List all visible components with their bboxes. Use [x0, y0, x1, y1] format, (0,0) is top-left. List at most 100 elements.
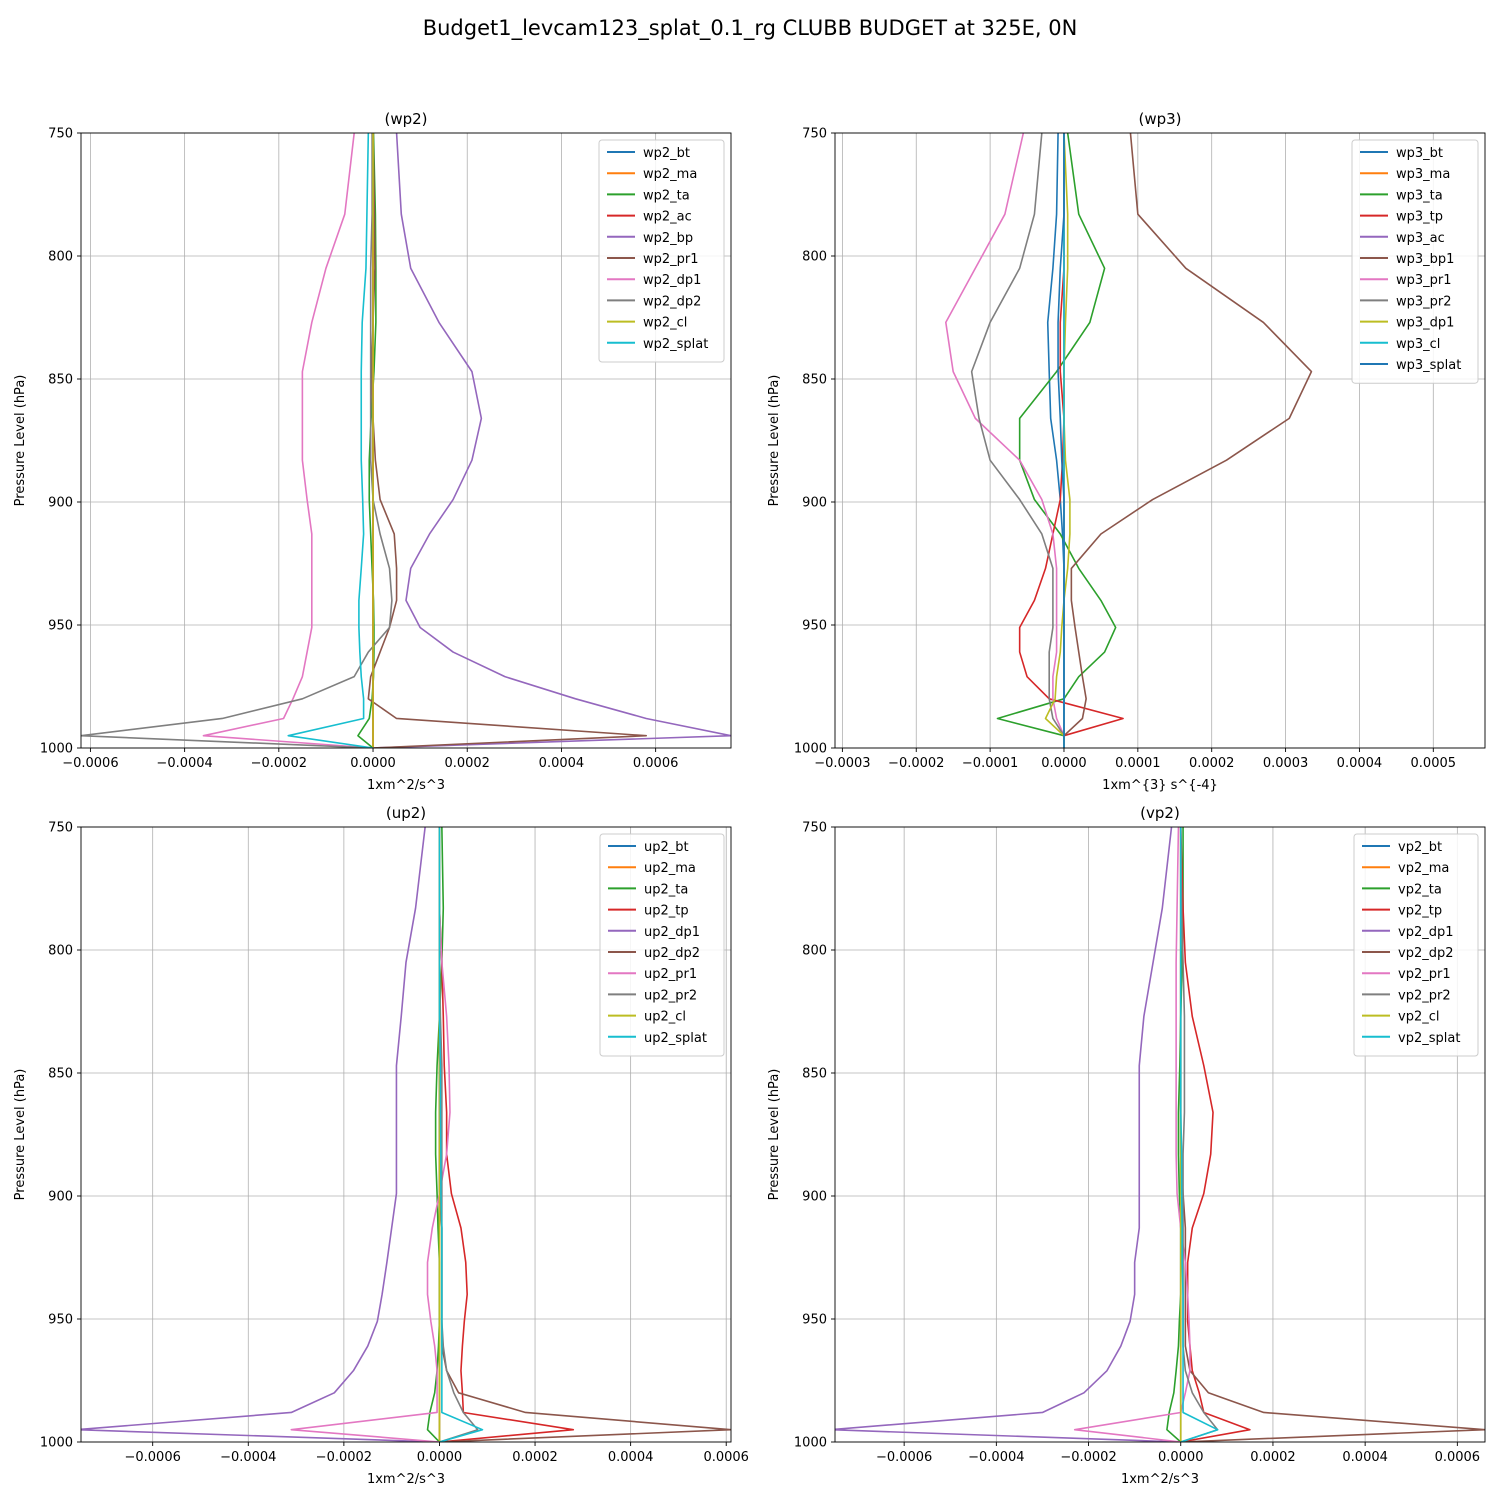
- x-tick-label: 0.0004: [1342, 1450, 1388, 1465]
- series-line-wp3_splat: [1057, 133, 1065, 748]
- legend-label: wp3_dp1: [1396, 316, 1454, 331]
- x-tick-label: 0.0000: [350, 756, 396, 771]
- legend-label: wp3_pr2: [1396, 294, 1452, 309]
- x-tick-label: −0.0003: [814, 756, 870, 771]
- series-line-wp3_pr1: [944, 133, 1065, 748]
- subplot-vp2: −0.0006 −0.0004 −0.0002 0.0000 0.0002 0.0004 0…: [767, 804, 1486, 1487]
- series-line-up2_dp1: [81, 827, 440, 1442]
- y-axis-label: Pressure Level (hPa): [767, 1069, 782, 1201]
- x-tick-label: 0.0003: [1263, 756, 1309, 771]
- x-tick-label: 0.0004: [539, 756, 585, 771]
- legend-label: up2_ta: [644, 882, 688, 897]
- plot-lines: [81, 827, 731, 1442]
- legend-label: wp2_pr1: [643, 252, 699, 267]
- x-tick-label: −0.0004: [968, 1450, 1024, 1465]
- plot-lines: [81, 133, 731, 748]
- y-tick-label: 900: [48, 1190, 73, 1205]
- legend-label: up2_dp2: [644, 946, 700, 961]
- y-tick-label: 800: [48, 944, 73, 959]
- legend: wp2_bt wp2_ma wp2_ta wp2_ac wp2_bp wp2_pr1 wp2…: [598, 139, 725, 363]
- legend-label: vp2_ma: [1398, 861, 1449, 876]
- y-tick-label: 900: [802, 496, 827, 511]
- figure-title: Budget1_levcam123_splat_0.1_rg CLUBB BUD…: [422, 16, 1078, 40]
- x-tick-label: 0.0004: [1337, 756, 1383, 771]
- legend-label: wp2_ta: [643, 188, 690, 203]
- legend-label: up2_cl: [644, 1010, 686, 1025]
- plot-lines: [944, 133, 1313, 748]
- legend-label: wp2_splat: [643, 337, 708, 352]
- y-tick-label: 1000: [794, 1436, 827, 1451]
- series-line-wp2_dp2: [81, 133, 393, 748]
- series-line-wp3_pr2: [970, 133, 1065, 748]
- legend-box: [599, 833, 725, 1057]
- y-tick-label: 750: [802, 821, 827, 836]
- y-tick-label: 850: [48, 373, 73, 388]
- legend-label: wp2_cl: [643, 316, 687, 331]
- x-tick-label: −0.0004: [156, 756, 212, 771]
- subplot-title: (wp2): [384, 110, 427, 128]
- series-line-wp3_bp1: [1063, 133, 1313, 748]
- y-tick-label: 750: [48, 127, 73, 142]
- legend: up2_bt up2_ma up2_ta up2_tp up2_dp1 up2_dp2up…: [599, 833, 725, 1057]
- series-line-up2_splat: [438, 827, 484, 1442]
- legend-label: wp3_ma: [1396, 167, 1450, 182]
- x-tick-label: 0.0002: [444, 756, 490, 771]
- subplot-title: (up2): [386, 804, 426, 822]
- series-line-up2_pr2: [438, 827, 479, 1442]
- legend-label: vp2_splat: [1398, 1031, 1460, 1046]
- y-tick-label: 850: [802, 373, 827, 388]
- x-axis-label: 1xm^2/s^3: [367, 778, 445, 793]
- legend-label: wp2_bt: [643, 146, 690, 161]
- y-tick-label: 1000: [40, 1436, 73, 1451]
- axes-frame: [834, 132, 1486, 749]
- series-line-wp2_ta: [357, 133, 377, 748]
- y-tick-label: 750: [802, 127, 827, 142]
- y-tick-label: 950: [802, 619, 827, 634]
- x-tick-label: −0.0006: [62, 756, 118, 771]
- legend-label: wp2_dp1: [643, 273, 701, 288]
- x-tick-label: 0.0000: [417, 1450, 463, 1465]
- y-tick-label: 850: [48, 1067, 73, 1082]
- legend-label: up2_pr1: [644, 967, 697, 982]
- legend-label: up2_dp1: [644, 925, 700, 940]
- legend-label: vp2_cl: [1398, 1010, 1439, 1025]
- series-line-vp2_dp1: [835, 827, 1181, 1442]
- legend-label: up2_pr2: [644, 988, 697, 1003]
- legend-label: wp2_bp: [643, 231, 693, 246]
- legend-label: wp2_ac: [643, 210, 692, 225]
- x-tick-label: 0.0000: [1158, 1450, 1204, 1465]
- y-tick-label: 750: [48, 821, 73, 836]
- y-axis-label: Pressure Level (hPa): [13, 375, 28, 507]
- series-line-wp3_dp1: [1044, 133, 1071, 748]
- y-axis-label: Pressure Level (hPa): [13, 1069, 28, 1201]
- legend-label: up2_splat: [644, 1031, 707, 1046]
- axes-frame: [80, 132, 732, 749]
- y-tick-label: 800: [48, 250, 73, 265]
- x-tick-label: 0.0002: [1189, 756, 1235, 771]
- legend-label: wp3_bt: [1396, 146, 1443, 161]
- subplot-title: (vp2): [1140, 804, 1180, 822]
- legend-label: vp2_tp: [1398, 904, 1442, 919]
- legend-box: [598, 139, 725, 363]
- x-tick-label: 0.0002: [512, 1450, 558, 1465]
- y-tick-label: 800: [802, 944, 827, 959]
- legend-label: wp2_dp2: [643, 294, 701, 309]
- series-line-wp2_bp: [373, 133, 731, 748]
- x-axis-label: 1xm^2/s^3: [1121, 1472, 1199, 1487]
- legend-label: up2_bt: [644, 840, 689, 855]
- series-line-vp2_splat: [1179, 827, 1219, 1442]
- x-tick-label: −0.0006: [124, 1450, 180, 1465]
- x-tick-label: 0.0005: [1411, 756, 1457, 771]
- x-tick-label: 0.0006: [703, 1450, 749, 1465]
- series-line-vp2_tp: [1179, 827, 1251, 1442]
- legend-label: vp2_pr1: [1398, 967, 1451, 982]
- legend: vp2_bt vp2_ma vp2_ta vp2_tp vp2_dp1 vp2_dp2vp…: [1353, 833, 1479, 1057]
- subplot-title: (wp3): [1138, 110, 1181, 128]
- y-tick-label: 900: [48, 496, 73, 511]
- legend-label: vp2_dp1: [1398, 925, 1454, 940]
- x-tick-label: 0.0006: [633, 756, 679, 771]
- y-tick-label: 950: [48, 619, 73, 634]
- legend-label: wp3_bp1: [1396, 252, 1454, 267]
- series-line-wp3_tp: [1018, 133, 1124, 748]
- legend-label: wp3_pr1: [1396, 273, 1452, 288]
